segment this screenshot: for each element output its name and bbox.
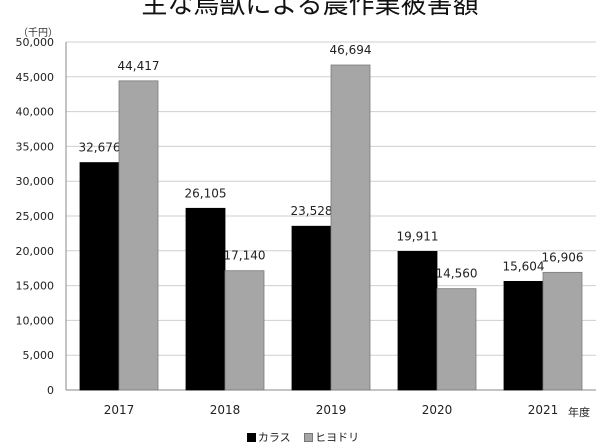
y-axis-unit: （千円） xyxy=(18,28,58,39)
legend-swatch-crow xyxy=(246,433,256,442)
x-axis-unit: 年度 xyxy=(568,406,590,419)
data-label: 32,676 xyxy=(79,141,121,155)
data-label: 17,140 xyxy=(224,249,266,263)
legend-label-bulbul: ヒヨドリ xyxy=(315,431,360,444)
x-tick-label: 2020 xyxy=(422,403,453,417)
legend-label-crow: カラス xyxy=(257,431,291,444)
bar-crow xyxy=(503,280,544,391)
data-label: 14,560 xyxy=(436,267,478,281)
bar-bulbul xyxy=(542,271,583,391)
x-tick-label: 2019 xyxy=(316,403,347,417)
data-label: 23,528 xyxy=(291,204,333,218)
legend-item-crow: カラス xyxy=(246,429,291,445)
bar-crow xyxy=(397,251,438,391)
data-label: 44,417 xyxy=(118,59,160,73)
data-label: 16,906 xyxy=(542,250,584,264)
bar-bulbul xyxy=(330,64,371,391)
x-tick-label: 2018 xyxy=(210,403,241,417)
data-label: 19,911 xyxy=(397,229,439,243)
legend: カラス ヒヨドリ xyxy=(0,429,606,445)
x-tick-label: 2017 xyxy=(104,403,135,417)
bar-crow xyxy=(79,162,120,391)
y-tick-label: 40,000 xyxy=(16,106,55,119)
y-tick-label: 35,000 xyxy=(16,140,55,153)
y-tick-label: 10,000 xyxy=(16,314,55,327)
legend-swatch-bulbul xyxy=(304,433,314,442)
bar-bulbul xyxy=(118,80,159,391)
bar-crow xyxy=(291,225,332,391)
y-tick-label: 20,000 xyxy=(16,245,55,258)
x-tick-label: 2021 xyxy=(528,403,559,417)
data-label: 26,105 xyxy=(185,186,227,200)
legend-item-bulbul: ヒヨドリ xyxy=(304,429,359,445)
bar-crow xyxy=(185,207,226,391)
data-label: 15,604 xyxy=(503,259,545,273)
bar-bulbul xyxy=(224,270,265,391)
y-tick-label: 50,000 xyxy=(16,36,55,49)
y-tick-label: 0 xyxy=(47,384,54,397)
data-label: 46,694 xyxy=(330,43,372,57)
y-tick-label: 30,000 xyxy=(16,175,55,188)
y-tick-label: 25,000 xyxy=(16,210,55,223)
y-tick-label: 15,000 xyxy=(16,280,55,293)
chart-title: 主な鳥獣による農作業被害額 xyxy=(141,0,479,20)
y-tick-label: 5,000 xyxy=(23,349,55,362)
bar-bulbul xyxy=(436,288,477,391)
y-tick-label: 45,000 xyxy=(16,71,55,84)
